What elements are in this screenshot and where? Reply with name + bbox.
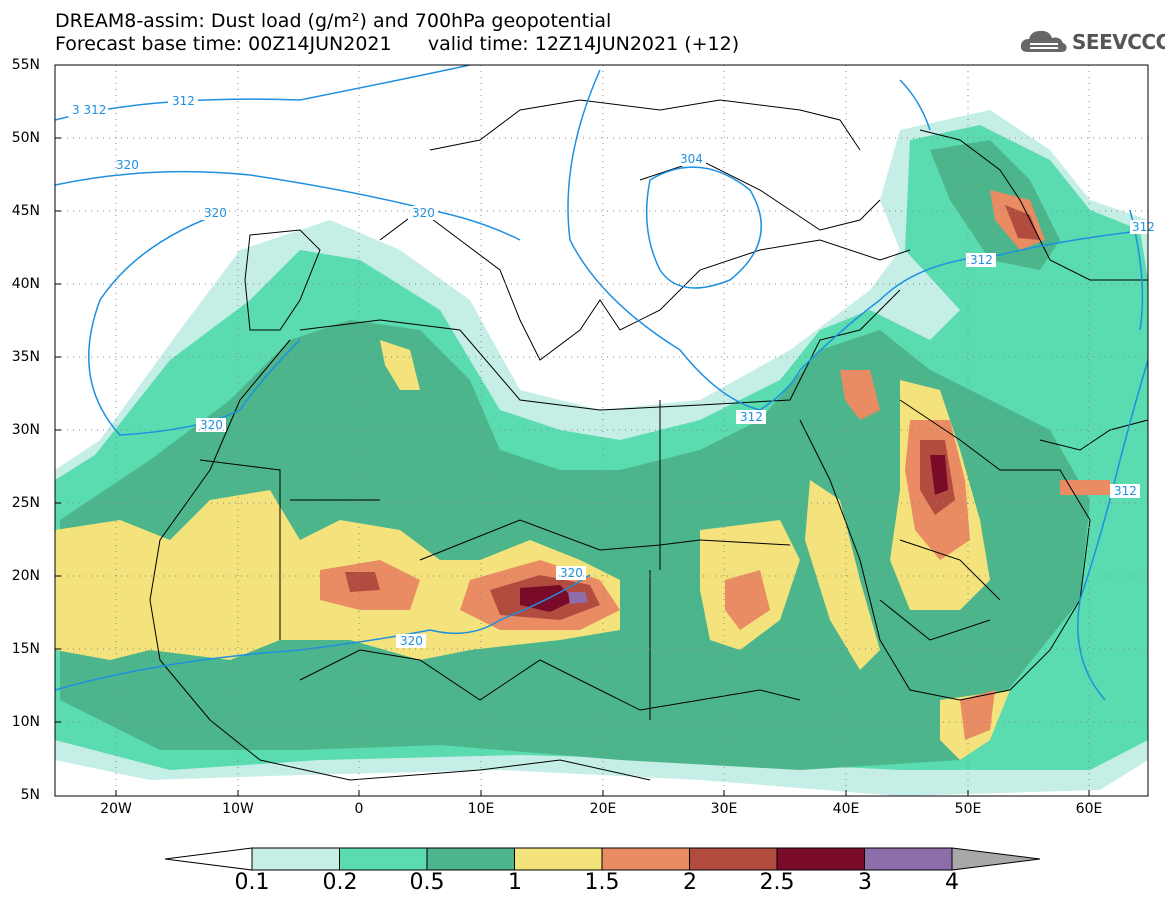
lon-label: 60E — [1075, 801, 1103, 817]
lat-label: 10N — [11, 714, 40, 730]
lat-label: 25N — [11, 495, 40, 511]
geopotential-contours — [55, 65, 1148, 701]
colorbar-label: 1 — [508, 870, 522, 895]
graticule — [55, 65, 1148, 796]
dust-level-0.5 — [60, 320, 1090, 770]
lon-label: 40E — [832, 801, 860, 817]
lat-label: 55N — [11, 57, 40, 73]
contour-label: 312 — [1132, 220, 1155, 234]
dust-level-2.5-b — [930, 455, 948, 495]
colorbar-high-arrow — [951, 847, 1041, 871]
colorbar-label: 3 — [858, 870, 872, 895]
dust-level-1-d — [805, 480, 880, 670]
colorbar-label: 4 — [945, 870, 959, 895]
lat-label: 35N — [11, 349, 40, 365]
contour-label: 320 — [200, 418, 223, 432]
contour-label: 320 — [116, 158, 139, 172]
colorbar-label: 2.5 — [759, 870, 795, 895]
colorbar-label: 0.1 — [234, 870, 270, 895]
lat-label: 20N — [11, 568, 40, 584]
dust-field — [55, 65, 1148, 796]
map-title: DREAM8-assim: Dust load (g/m²) and 700hP… — [55, 10, 612, 32]
contour-label: 3 312 — [72, 103, 106, 117]
colorbar-swatch — [689, 847, 778, 871]
contour-labels: 3 312 312 320 320 320 320 320 320 304 31… — [68, 94, 1155, 648]
dust-level-1.5-g — [960, 690, 995, 740]
lon-label: 20W — [100, 801, 132, 817]
contour-label: 312 — [970, 253, 993, 267]
contour-label: 320 — [560, 566, 583, 580]
lat-label: 50N — [11, 130, 40, 146]
colorbar-swatch — [776, 847, 865, 871]
lon-label: 30E — [710, 801, 738, 817]
cloud-icon — [1020, 30, 1067, 52]
colorbar-low-arrow — [164, 847, 253, 871]
contour-label: 320 — [204, 206, 227, 220]
lat-label: 40N — [11, 276, 40, 292]
colorbar-swatch — [514, 847, 603, 871]
lon-label: 20E — [589, 801, 617, 817]
lat-label: 30N — [11, 422, 40, 438]
colorbar-swatch — [864, 847, 953, 871]
logo-text: SEEVCCC — [1072, 30, 1165, 54]
dust-level-1.5-d — [840, 370, 880, 420]
colorbar-swatch — [251, 847, 340, 871]
colorbar — [164, 847, 1041, 871]
coastlines — [149, 99, 1148, 781]
dust-level-3 — [568, 592, 588, 604]
lon-label: 10W — [222, 801, 254, 817]
lon-label: 0 — [354, 801, 364, 817]
seevccc-logo: SEEVCCC — [1018, 26, 1165, 58]
colorbar-swatch — [426, 847, 515, 871]
lat-label: 15N — [11, 641, 40, 657]
dust-level-1-e — [380, 340, 420, 390]
dust-level-1.5-e — [725, 570, 770, 630]
colorbar-swatch — [339, 847, 428, 871]
tick-marks — [55, 64, 1090, 797]
colorbar-label: 0.2 — [322, 870, 358, 895]
colorbar-label: 0.5 — [409, 870, 445, 895]
contour-label: 320 — [412, 206, 435, 220]
contour-label: 320 — [400, 634, 423, 648]
lat-label: 45N — [11, 203, 40, 219]
dust-level-2-d — [1005, 205, 1040, 240]
dust-level-2-c — [345, 572, 380, 592]
lat-label: 5N — [20, 787, 40, 803]
colorbar-label: 2 — [683, 870, 697, 895]
colorbar-swatch — [601, 847, 690, 871]
lon-label: 10E — [467, 801, 495, 817]
lon-label: 50E — [954, 801, 982, 817]
colorbar-label: 1.5 — [584, 870, 620, 895]
contour-label: 304 — [680, 152, 703, 166]
map-subtitle: Forecast base time: 00Z14JUN2021 valid t… — [55, 33, 740, 55]
contour-label: 312 — [740, 410, 763, 424]
contour-label: 312 — [172, 94, 195, 108]
contour-label: 312 — [1114, 484, 1137, 498]
